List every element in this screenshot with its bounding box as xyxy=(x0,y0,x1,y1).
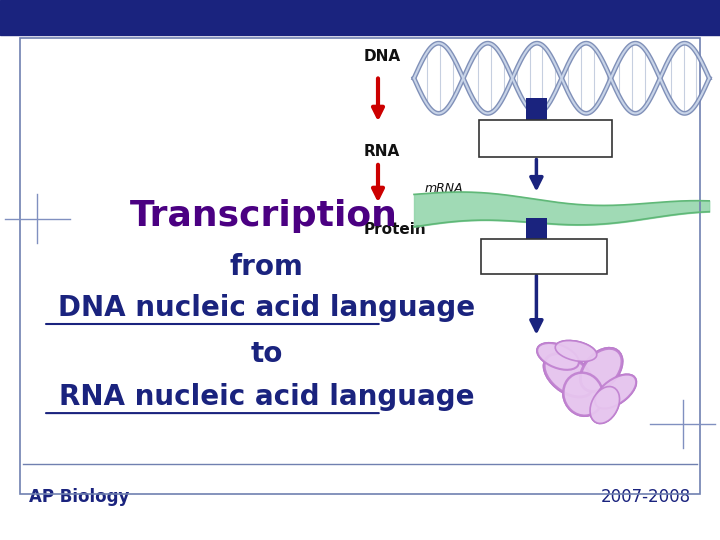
Text: RNA nucleic acid language: RNA nucleic acid language xyxy=(58,383,474,411)
Bar xyxy=(20,38,700,494)
Ellipse shape xyxy=(544,354,593,397)
Ellipse shape xyxy=(580,348,622,392)
Ellipse shape xyxy=(590,387,619,423)
Ellipse shape xyxy=(563,373,603,416)
Bar xyxy=(526,218,547,239)
Text: to: to xyxy=(251,340,282,368)
Text: DNA nucleic acid language: DNA nucleic acid language xyxy=(58,294,475,322)
Text: Transcription: Transcription xyxy=(130,199,397,233)
Text: AP Biology: AP Biology xyxy=(29,488,129,506)
Ellipse shape xyxy=(555,341,597,361)
Text: DNA: DNA xyxy=(364,49,401,64)
Text: 2007-2008: 2007-2008 xyxy=(601,488,691,506)
Bar xyxy=(526,98,547,120)
Ellipse shape xyxy=(555,341,597,361)
FancyBboxPatch shape xyxy=(481,239,607,274)
Ellipse shape xyxy=(595,375,636,408)
Bar xyxy=(0,0,720,35)
Text: Protein: Protein xyxy=(364,222,426,237)
Ellipse shape xyxy=(544,354,593,397)
FancyBboxPatch shape xyxy=(479,120,612,157)
Text: RNA: RNA xyxy=(364,144,400,159)
Text: from: from xyxy=(230,253,303,281)
Ellipse shape xyxy=(590,387,619,423)
Text: mRNA: mRNA xyxy=(425,183,464,195)
Ellipse shape xyxy=(537,343,579,370)
Ellipse shape xyxy=(537,343,579,370)
Ellipse shape xyxy=(595,375,636,408)
Ellipse shape xyxy=(563,373,603,416)
Ellipse shape xyxy=(580,348,622,392)
Text: Translation: Translation xyxy=(513,251,575,261)
Text: Transcription: Transcription xyxy=(510,133,581,143)
